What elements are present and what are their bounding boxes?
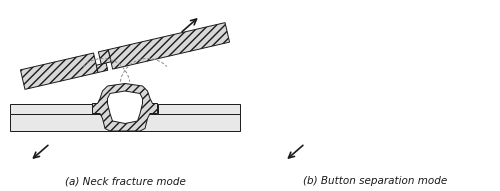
Polygon shape — [20, 53, 98, 89]
Polygon shape — [158, 104, 240, 113]
Polygon shape — [10, 104, 92, 113]
Polygon shape — [10, 113, 240, 131]
Polygon shape — [108, 23, 230, 69]
Polygon shape — [108, 91, 142, 124]
Polygon shape — [92, 83, 158, 131]
Text: (a) Neck fracture mode: (a) Neck fracture mode — [64, 176, 186, 186]
Text: (b) Button separation mode: (b) Button separation mode — [303, 176, 447, 186]
Polygon shape — [98, 50, 111, 64]
Polygon shape — [96, 63, 108, 73]
